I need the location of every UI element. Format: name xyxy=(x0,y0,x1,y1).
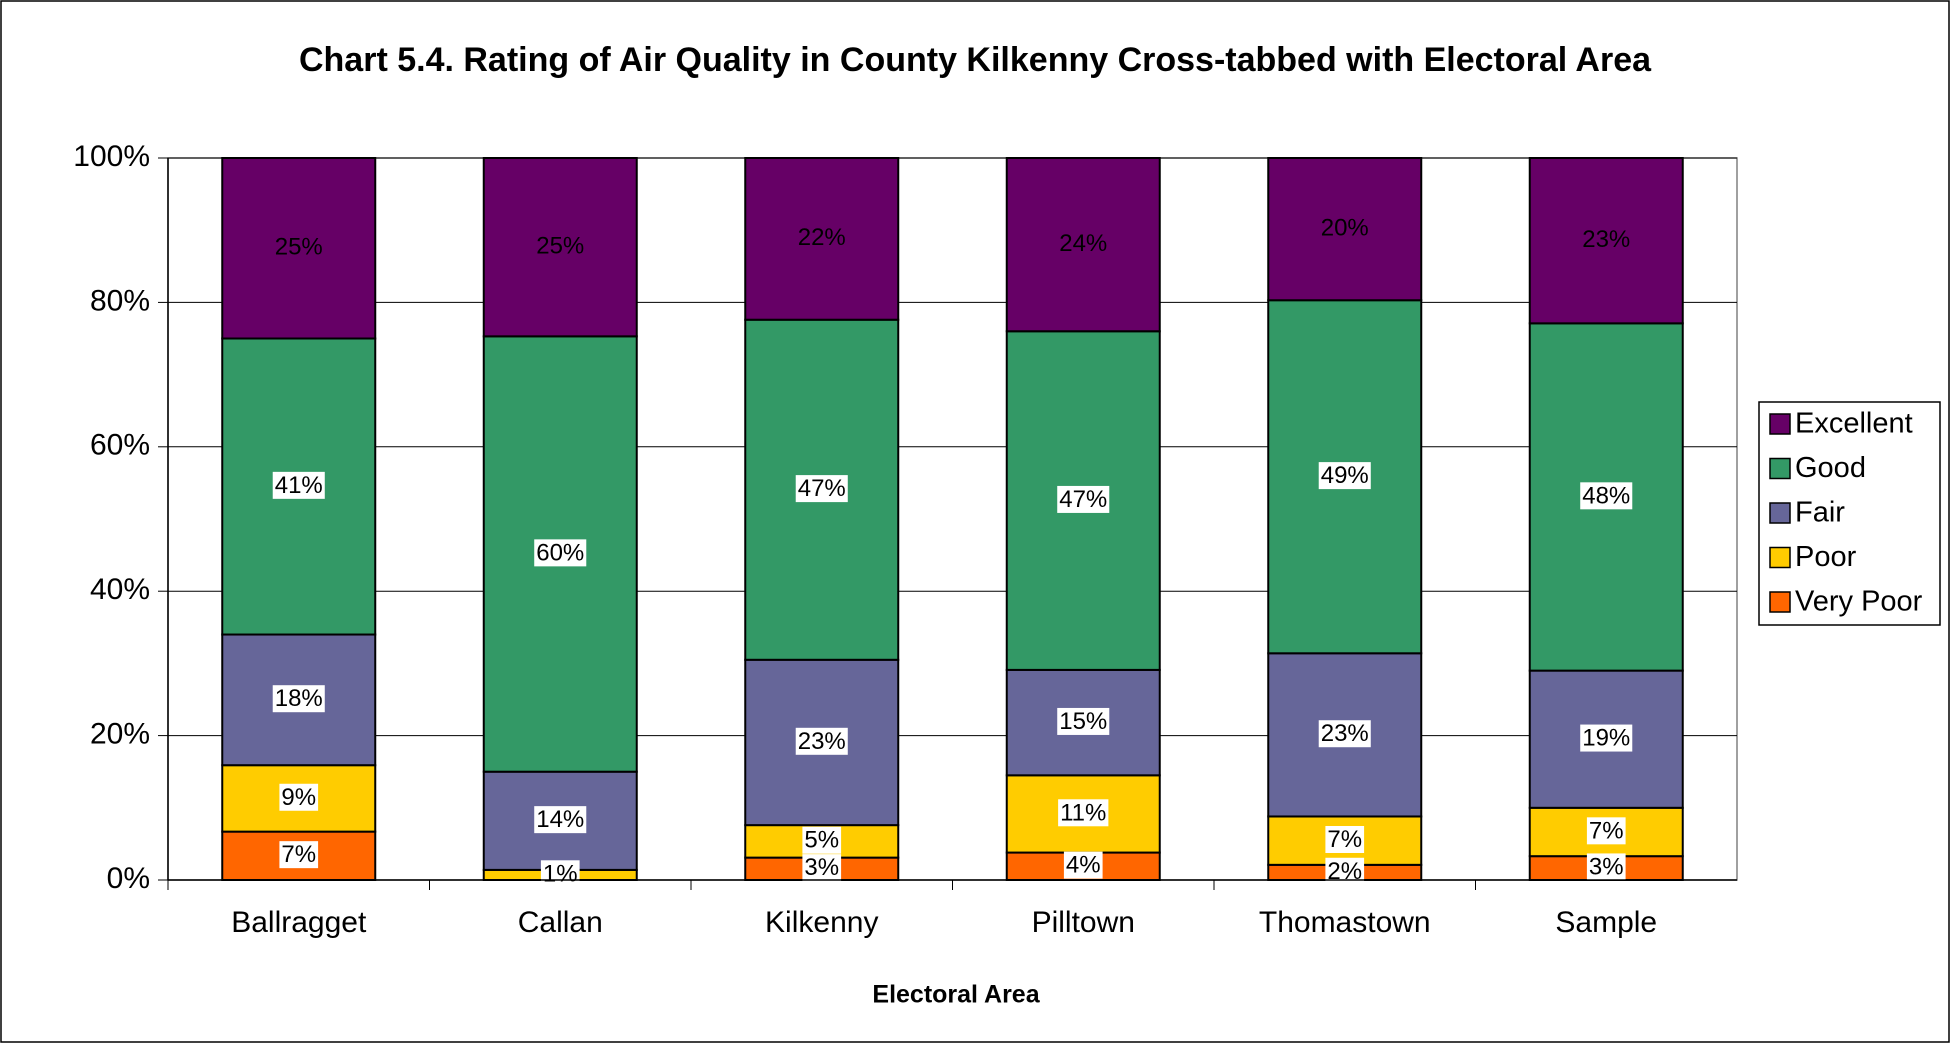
data-label: 19% xyxy=(1582,725,1630,752)
data-label-bg xyxy=(1586,817,1626,845)
data-label: 15% xyxy=(1059,708,1107,735)
data-label: 7% xyxy=(1327,826,1362,853)
plot-area xyxy=(167,157,1738,881)
data-label-bg xyxy=(1063,851,1103,879)
data-label: 60% xyxy=(536,539,584,566)
data-label-bg xyxy=(272,685,325,713)
y-tick-label: 100% xyxy=(73,140,150,173)
y-tick-label: 40% xyxy=(90,573,150,606)
legend-label: Poor xyxy=(1795,541,1857,573)
y-tick-label: 20% xyxy=(90,718,150,751)
data-label: 23% xyxy=(1321,720,1369,747)
data-label: 23% xyxy=(1582,226,1630,253)
data-label-bg xyxy=(272,471,325,499)
data-label: 7% xyxy=(281,841,316,868)
data-label: 25% xyxy=(275,234,323,261)
data-label-bg xyxy=(1057,485,1110,513)
legend-swatch xyxy=(1769,413,1791,435)
bar-segment xyxy=(1267,157,1423,302)
data-label-bg xyxy=(1580,724,1633,752)
data-label: 48% xyxy=(1582,482,1630,509)
data-label: 25% xyxy=(536,233,584,260)
data-label: 47% xyxy=(1059,486,1107,513)
data-label: 3% xyxy=(804,854,839,881)
data-label-bg xyxy=(802,854,842,882)
x-tick-label: Pilltown xyxy=(1032,906,1135,939)
y-tick-label: 60% xyxy=(90,429,150,462)
data-label: 24% xyxy=(1059,230,1107,257)
bar-segment xyxy=(221,337,377,636)
data-label-bg xyxy=(279,783,319,811)
data-label: 9% xyxy=(281,784,316,811)
x-tick-label: Ballragget xyxy=(231,906,367,939)
data-label-bg xyxy=(1318,462,1371,490)
bar-segment xyxy=(221,157,377,340)
data-label-bg xyxy=(1325,825,1365,853)
x-tick-label: Callan xyxy=(518,906,603,939)
data-label: 11% xyxy=(1060,799,1106,826)
data-label: 7% xyxy=(1589,817,1624,844)
data-label-bg xyxy=(540,860,580,888)
legend-label: Excellent xyxy=(1795,408,1913,440)
legend-swatch xyxy=(1769,457,1791,480)
x-tick-label: Kilkenny xyxy=(765,906,878,939)
data-label: 47% xyxy=(798,475,846,502)
y-tick-label: 80% xyxy=(90,284,150,317)
x-tick-label: Thomastown xyxy=(1259,906,1431,939)
legend-swatch xyxy=(1769,502,1791,524)
data-label: 20% xyxy=(1321,214,1369,241)
bar-segment xyxy=(1528,157,1684,325)
data-label-bg xyxy=(1057,707,1110,735)
data-label-bg xyxy=(795,475,848,503)
data-label: 49% xyxy=(1321,462,1369,489)
data-label-bg xyxy=(534,539,587,567)
data-label: 22% xyxy=(798,224,846,251)
data-label: 18% xyxy=(275,685,323,712)
bar-segment xyxy=(744,157,900,321)
data-label-bg xyxy=(1318,720,1371,748)
legend-swatch xyxy=(1769,546,1791,569)
chart-title: Chart 5.4. Rating of Air Quality in Coun… xyxy=(299,41,1652,79)
legend-label: Fair xyxy=(1795,497,1845,529)
data-label: 4% xyxy=(1066,852,1101,879)
data-label-bg xyxy=(1586,853,1626,881)
data-label: 23% xyxy=(798,728,846,755)
data-label: 1% xyxy=(543,860,578,887)
bar-segment xyxy=(744,658,900,827)
bar-segment xyxy=(482,157,638,338)
data-label-bg xyxy=(1058,799,1109,827)
legend-label: Good xyxy=(1795,452,1866,484)
data-label: 3% xyxy=(1589,853,1624,880)
x-tick-label: Sample xyxy=(1555,906,1657,939)
data-label: 41% xyxy=(275,472,323,499)
data-label-bg xyxy=(802,826,842,854)
data-label-bg xyxy=(795,727,848,755)
data-label-bg xyxy=(534,806,587,834)
data-label-bg xyxy=(279,841,319,869)
x-axis-title: Electoral Area xyxy=(872,981,1040,1009)
y-tick-label: 0% xyxy=(107,862,150,895)
data-label: 14% xyxy=(536,806,584,833)
legend-swatch xyxy=(1769,591,1791,613)
data-label: 5% xyxy=(804,827,839,854)
bar-segment xyxy=(1005,157,1161,333)
data-label-bg xyxy=(1580,482,1633,510)
legend-label: Very Poor xyxy=(1795,586,1923,618)
